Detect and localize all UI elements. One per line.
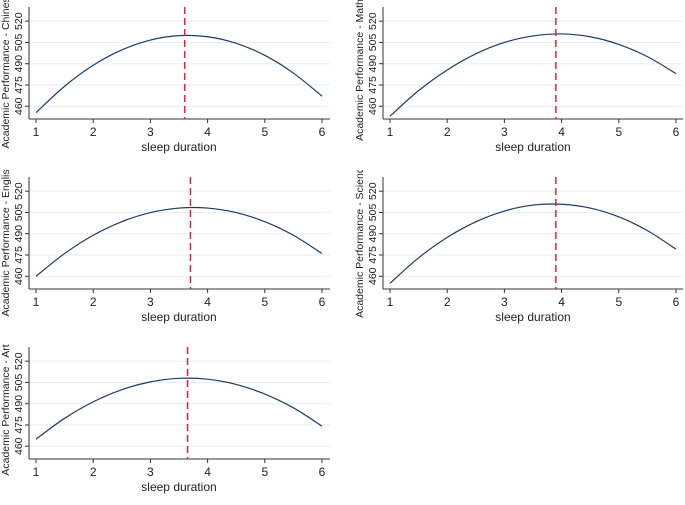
x-tick-label: 6: [319, 465, 326, 479]
y-tick-label: 505: [367, 34, 379, 52]
y-tick-label: 505: [367, 204, 379, 222]
x-axis-label: sleep duration: [495, 140, 570, 154]
y-tick-label: 490: [367, 225, 379, 243]
y-tick-label: 520: [367, 12, 379, 30]
x-tick-label: 6: [673, 125, 680, 139]
y-tick-label: 490: [13, 395, 25, 413]
x-tick-label: 4: [204, 295, 211, 309]
x-tick-label: 3: [501, 295, 508, 309]
y-tick-label: 475: [13, 76, 25, 94]
x-tick-label: 2: [444, 295, 451, 309]
y-tick-label: 490: [13, 225, 25, 243]
chart-panel-science: 460 475 490 505 520 1 2 3 4 5 6 sleep duration Acade…: [345, 170, 685, 335]
y-tick-label: 490: [13, 55, 25, 73]
x-tick-label: 5: [261, 295, 268, 309]
y-tick-label: 520: [13, 12, 25, 30]
y-tick-label: 505: [13, 204, 25, 222]
x-tick-label: 1: [387, 125, 394, 139]
chart-panel-english: 460 475 490 505 520 1 2 3 4 5 6 sleep duration Acade…: [0, 170, 340, 335]
x-tick-label: 5: [261, 465, 268, 479]
x-tick-label: 2: [90, 295, 97, 309]
y-tick-label: 460: [13, 437, 25, 455]
x-tick-label: 4: [558, 125, 565, 139]
x-tick-label: 4: [558, 295, 565, 309]
fitted-curve: [389, 203, 677, 284]
y-tick-label: 520: [13, 182, 25, 200]
x-axis-label: sleep duration: [141, 310, 216, 324]
x-tick-label: 3: [147, 465, 154, 479]
y-tick-label: 475: [367, 246, 379, 264]
y-tick-label: 490: [367, 55, 379, 73]
y-tick-label: 475: [13, 416, 25, 434]
chart-panel-art: 460 475 490 505 520 1 2 3 4 5 6 sleep duration Acade…: [0, 340, 340, 505]
y-tick-label: 520: [367, 182, 379, 200]
fitted-curve: [35, 377, 323, 440]
y-axis-label: Academic Performance - Art: [0, 344, 12, 475]
y-tick-label: 505: [13, 374, 25, 392]
y-tick-label: 505: [13, 34, 25, 52]
x-tick-label: 3: [147, 125, 154, 139]
y-tick-label: 520: [13, 352, 25, 370]
x-tick-label: 6: [673, 295, 680, 309]
x-tick-label: 5: [261, 125, 268, 139]
x-axis-label: sleep duration: [141, 140, 216, 154]
x-tick-label: 4: [204, 465, 211, 479]
y-axis-label: Academic Performance - Science: [354, 170, 366, 318]
y-tick-label: 460: [367, 267, 379, 285]
x-tick-label: 2: [90, 125, 97, 139]
fitted-curve: [389, 33, 677, 117]
x-tick-label: 4: [204, 125, 211, 139]
x-tick-label: 3: [147, 295, 154, 309]
x-tick-label: 6: [319, 125, 326, 139]
x-axis-label: sleep duration: [141, 480, 216, 494]
x-tick-label: 5: [615, 125, 622, 139]
x-tick-label: 1: [33, 295, 40, 309]
x-tick-label: 6: [319, 295, 326, 309]
x-tick-label: 3: [501, 125, 508, 139]
y-tick-label: 460: [13, 97, 25, 115]
y-axis-label: Academic Performance - English: [0, 170, 12, 316]
x-tick-label: 1: [33, 465, 40, 479]
x-tick-label: 2: [90, 465, 97, 479]
y-tick-label: 460: [367, 97, 379, 115]
x-tick-label: 5: [615, 295, 622, 309]
y-axis-label: Academic Performance - Chinese: [0, 0, 12, 148]
fitted-curve: [35, 206, 323, 277]
x-tick-label: 2: [444, 125, 451, 139]
y-tick-label: 460: [13, 267, 25, 285]
x-tick-label: 1: [33, 125, 40, 139]
fitted-curve: [35, 34, 323, 114]
chart-panel-chinese: 460 475 490 505 520 1 2 3 4 5 6 sleep duration Acade…: [0, 0, 340, 165]
y-tick-label: 475: [13, 246, 25, 264]
x-tick-label: 1: [387, 295, 394, 309]
x-axis-label: sleep duration: [495, 310, 570, 324]
y-tick-label: 475: [367, 76, 379, 94]
chart-panel-math: 460 475 490 505 520 1 2 3 4 5 6 sleep duration Acade…: [345, 0, 685, 165]
y-axis-label: Academic Performance - Math: [354, 0, 366, 141]
